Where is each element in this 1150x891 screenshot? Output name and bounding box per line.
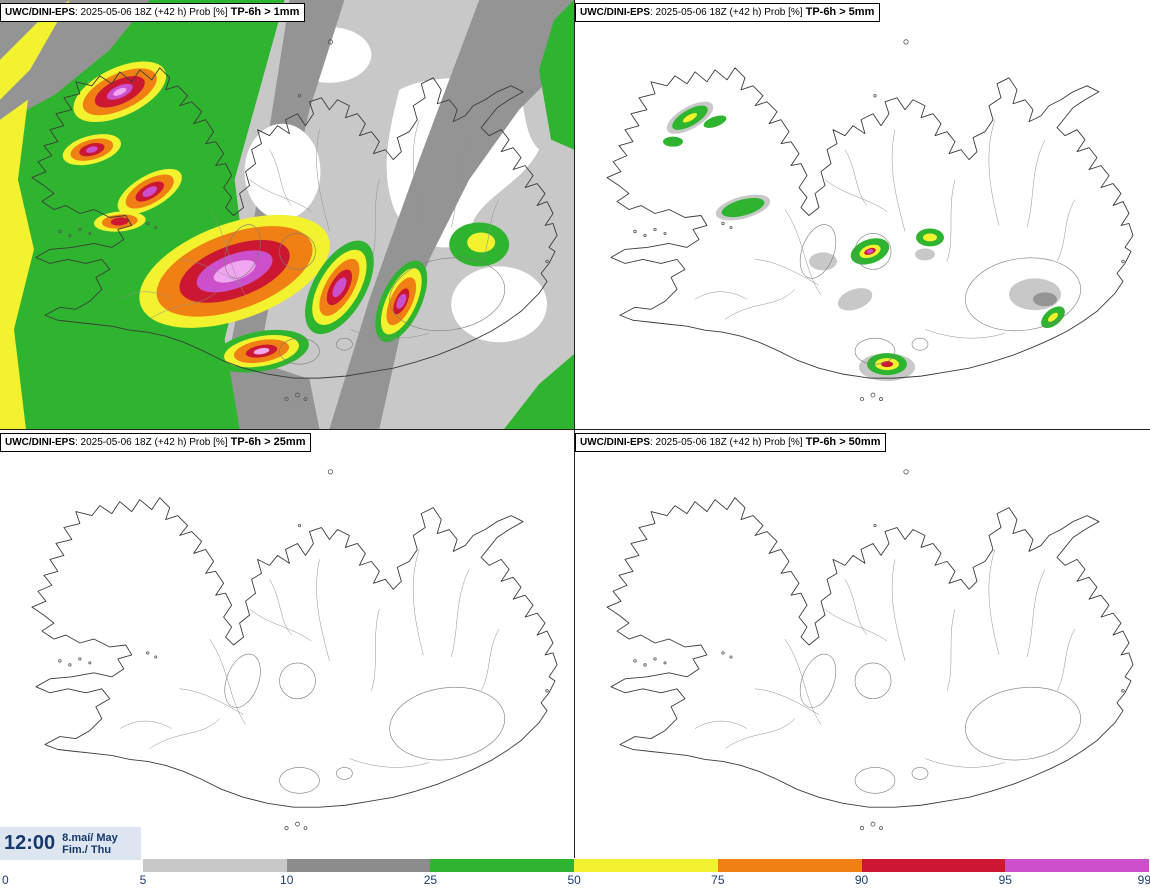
map-panel-5mm: UWC/DINI-EPS: 2025-05-06 18Z (+42 h) Pro…	[575, 0, 1150, 430]
colorbar-zero-label: 0	[2, 873, 9, 887]
model-label: UWC/DINI-EPS	[580, 437, 650, 448]
colorbar-tick-label: 90	[854, 873, 869, 887]
iceland-map-1mm	[0, 0, 574, 429]
panel-title-5mm: UWC/DINI-EPS: 2025-05-06 18Z (+42 h) Pro…	[575, 3, 881, 22]
colorbar-tick-label: 75	[711, 873, 725, 887]
colorbar-tick-label: 25	[423, 873, 438, 887]
panel-title-1mm: UWC/DINI-EPS: 2025-05-06 18Z (+42 h) Pro…	[0, 3, 306, 22]
iceland-map-50mm	[606, 469, 1134, 831]
valid-date-line1: 8.maí/ May	[62, 831, 118, 844]
map-panel-50mm: UWC/DINI-EPS: 2025-05-06 18Z (+42 h) Pro…	[575, 430, 1150, 858]
colorbar-tick-label: 95	[998, 873, 1012, 887]
colorbar-tick-label: 5	[139, 873, 147, 887]
threshold-label: TP-6h > 1mm	[230, 6, 300, 18]
model-label: UWC/DINI-EPS	[580, 7, 650, 18]
colorbar-ticks: 5 10 25 50 75 90 95 99	[139, 873, 1150, 889]
model-label: UWC/DINI-EPS	[5, 437, 75, 448]
map-panel-25mm: UWC/DINI-EPS: 2025-05-06 18Z (+42 h) Pro…	[0, 430, 575, 858]
colorbar	[143, 859, 1150, 872]
map-panel-1mm: UWC/DINI-EPS: 2025-05-06 18Z (+42 h) Pro…	[0, 0, 575, 430]
run-info: : 2025-05-06 18Z (+42 h) Prob [%]	[75, 437, 228, 448]
panel-title-50mm: UWC/DINI-EPS: 2025-05-06 18Z (+42 h) Pro…	[575, 433, 887, 452]
valid-time-box: 12:00 8.maí/ May Fim./ Thu	[0, 827, 141, 860]
colorbar-segment	[286, 859, 431, 872]
colorbar-segment	[430, 859, 575, 872]
threshold-label: TP-6h > 25mm	[230, 436, 306, 448]
colorbar-tick-label: 10	[280, 873, 294, 887]
colorbar-segment	[1005, 859, 1150, 872]
threshold-label: TP-6h > 5mm	[805, 6, 875, 18]
colorbar-tick-label: 50	[567, 873, 581, 887]
colorbar-footer: 0 5 10 25 50 75 90 95 99	[0, 858, 1150, 891]
panel-title-25mm: UWC/DINI-EPS: 2025-05-06 18Z (+42 h) Pro…	[0, 433, 312, 452]
probability-field-5mm	[663, 101, 1065, 382]
valid-time: 12:00	[4, 832, 56, 854]
run-info: : 2025-05-06 18Z (+42 h) Prob [%]	[75, 7, 228, 18]
panel-grid: UWC/DINI-EPS: 2025-05-06 18Z (+42 h) Pro…	[0, 0, 1150, 858]
probability-field-1mm	[0, 0, 574, 429]
run-info: : 2025-05-06 18Z (+42 h) Prob [%]	[650, 437, 803, 448]
model-label: UWC/DINI-EPS	[5, 7, 75, 18]
iceland-map-25mm	[31, 469, 558, 831]
valid-date-line2: Fim./ Thu	[62, 843, 112, 856]
run-info: : 2025-05-06 18Z (+42 h) Prob [%]	[650, 7, 803, 18]
colorbar-segment	[574, 859, 718, 872]
colorbar-segment	[861, 859, 1006, 872]
colorbar-segment	[143, 859, 287, 872]
colorbar-tick-label: 99	[1137, 873, 1150, 887]
valid-date: 8.maí/ May Fim./ Thu	[62, 832, 118, 856]
colorbar-segment	[717, 859, 862, 872]
threshold-label: TP-6h > 50mm	[805, 436, 881, 448]
iceland-map-5mm	[606, 39, 1134, 402]
